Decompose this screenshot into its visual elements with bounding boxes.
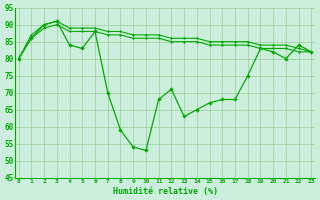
X-axis label: Humidité relative (%): Humidité relative (%) <box>113 187 218 196</box>
